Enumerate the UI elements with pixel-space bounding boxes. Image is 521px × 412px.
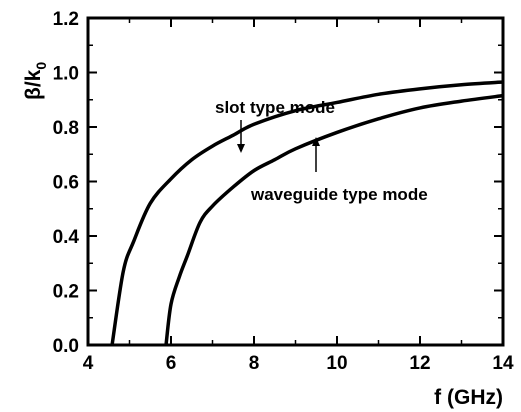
y-axis-label: β/k0 [22, 62, 49, 100]
annotation-layer: slot type mode waveguide type mode [215, 98, 428, 204]
y-tick-label: 0.4 [53, 227, 80, 248]
y-tick-label: 1.0 [53, 64, 79, 85]
x-tick-label: 12 [409, 353, 430, 374]
plot-frame [86, 16, 505, 347]
annotation-slot-type-mode: slot type mode [215, 98, 335, 117]
y-tick-label: 0.2 [53, 282, 79, 303]
series-line-waveguide-type-mode [164, 93, 504, 346]
y-tick-label: 1.2 [53, 9, 79, 30]
x-tick-label: 4 [83, 353, 94, 374]
y-tick-label: 0.6 [53, 173, 79, 194]
arrowhead-waveguide-icon [312, 137, 320, 146]
arrowhead-slot-icon [237, 144, 245, 153]
plot-area-group: 4 6 8 10 12 14 0.0 0.2 0.4 0.6 0.8 1.0 1.2 [53, 9, 514, 374]
series-line-slot-type-mode [110, 80, 504, 346]
y-axis-label-main: β/k [22, 69, 45, 100]
x-tick-label: 8 [249, 353, 260, 374]
svg-text:β/k0: β/k0 [22, 62, 49, 100]
y-tick-label: 0.8 [53, 118, 79, 139]
ticks-layer: 4 6 8 10 12 14 0.0 0.2 0.4 0.6 0.8 1.0 1.2 [53, 9, 514, 374]
y-axis-label-subscript: 0 [33, 62, 49, 70]
x-tick-label: 6 [166, 353, 177, 374]
x-tick-label: 10 [326, 353, 347, 374]
annotation-waveguide-type-mode: waveguide type mode [250, 185, 428, 204]
x-tick-label: 14 [492, 353, 514, 374]
x-axis-label: f (GHz) [434, 386, 503, 409]
series-layer [110, 80, 504, 346]
y-tick-label: 0.0 [53, 336, 79, 357]
